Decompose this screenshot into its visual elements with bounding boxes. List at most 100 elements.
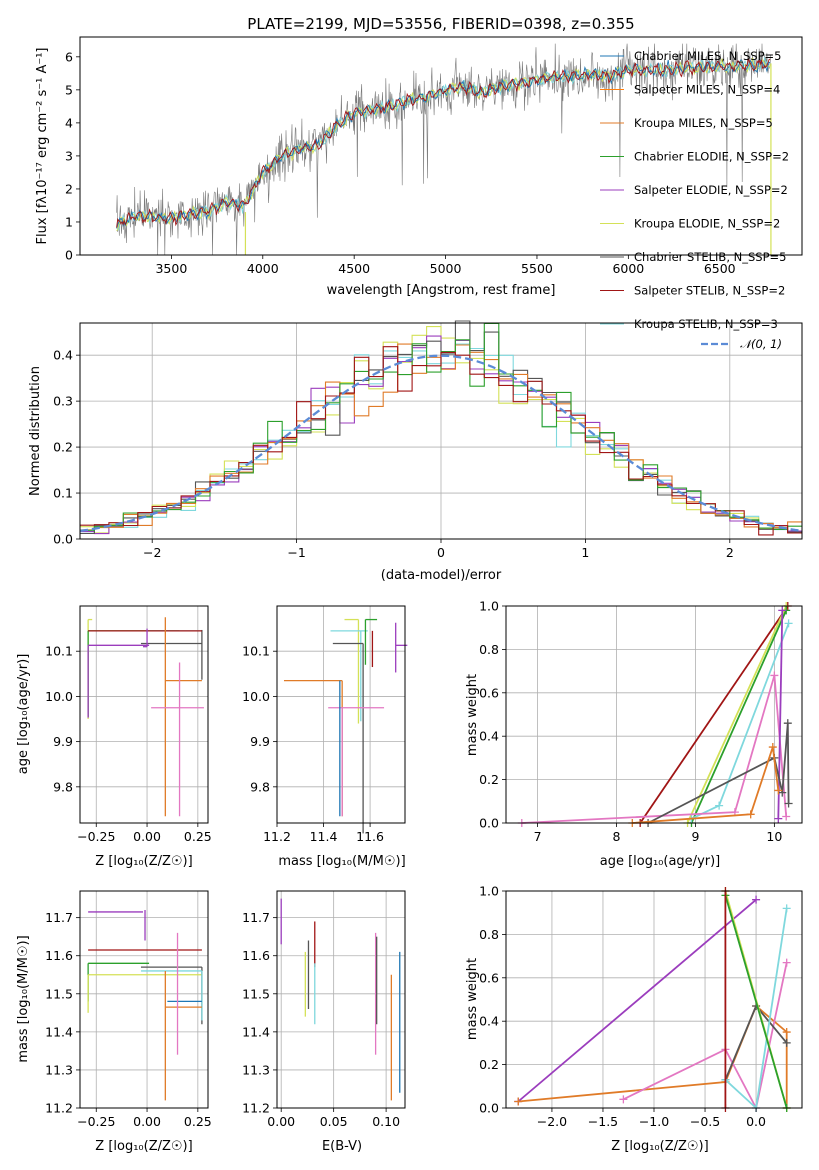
tick-group: 0.00 0.05 0.10 11.2 11.3 11.4 11.5 11.6 11.7: [242, 910, 400, 1129]
age-weight-y-label: mass weight: [465, 674, 480, 756]
y-tick-label: 11.6: [45, 948, 73, 963]
weight-point-marker: [715, 801, 724, 810]
legend-label: Chabrier MILES, N_SSP=5: [634, 49, 781, 63]
series-group: [517, 602, 793, 827]
y-tick-label: 11.2: [45, 1101, 73, 1116]
z-mass-y-label: mass [log₁₀(M/M☉)]: [16, 935, 31, 1062]
weight-series-line: [639, 605, 789, 824]
errorbar-group: [283, 618, 408, 834]
x-tick-label: 0.00: [133, 1114, 161, 1129]
grid-group: [277, 891, 405, 1109]
axes-frame: [79, 605, 209, 824]
y-tick-label: 9.9: [250, 734, 270, 749]
weight-point-marker: [746, 810, 755, 819]
y-tick-label: 0.0: [479, 1101, 499, 1116]
weight-series-line: [724, 895, 788, 1109]
spectrum-axes-frame: [79, 36, 803, 256]
legend-label: Kroupa ELODIE, N_SSP=2: [634, 217, 780, 231]
axes-frame: [276, 605, 406, 824]
weight-point-marker: [782, 958, 791, 967]
spectrum-y-label: Flux [fλ10⁻¹⁷ erg cm⁻² s⁻¹ A⁻¹]: [35, 48, 50, 245]
y-tick-label: 2: [65, 181, 73, 196]
x-tick-label: −0.25: [77, 829, 115, 844]
y-tick-label: 11.7: [45, 910, 73, 925]
residual-x-label: (data-model)/error: [381, 568, 502, 583]
weight-point-marker: [784, 619, 793, 628]
axes-frame: [276, 890, 406, 1109]
grid-group: [506, 890, 802, 1109]
x-tick-label: 1: [581, 545, 589, 560]
ebv-mass-x-label: E(B-V): [322, 1139, 362, 1154]
x-tick-label: 0.25: [184, 1114, 212, 1129]
y-tick-label: 11.3: [45, 1062, 73, 1077]
y-tick-label: 0.2: [479, 772, 499, 787]
residual-panel: −2 −1 0 1 2 0.0 0.1 0.2 0.3 0.4 (data-model)/erro…: [28, 320, 803, 583]
y-tick-label: 10.1: [242, 644, 270, 659]
legend-label: Salpeter STELIB, N_SSP=2: [634, 284, 785, 298]
z-weight-panel: −2.0 −1.5 −1.0 −0.5 0.0 0.0 0.2 0.4 0.6 0.8 1.0 Z …: [465, 884, 803, 1154]
y-tick-label: 11.6: [242, 948, 270, 963]
x-tick-label: 8: [613, 829, 621, 844]
z-age-x-label: Z [log₁₀(Z/Z☉)]: [95, 854, 192, 869]
y-tick-label: 0.2: [479, 1057, 499, 1072]
tick-group: 7 8 9 10 0.0 0.2 0.4 0.6 0.8 1.0: [479, 599, 782, 845]
weight-point-marker: [783, 719, 792, 728]
y-tick-label: 0.2: [53, 440, 73, 455]
tick-group: 11.2 11.4 11.6 9.8 9.9 10.0 10.1: [242, 644, 384, 844]
x-tick-label: 11.6: [356, 829, 384, 844]
x-tick-label: −1: [287, 545, 305, 560]
y-tick-label: 0: [65, 248, 73, 263]
x-tick-label: 11.4: [310, 829, 338, 844]
weight-point-marker: [782, 812, 791, 821]
y-tick-label: 11.2: [242, 1101, 270, 1116]
ebv-mass-panel: 0.00 0.05 0.10 11.2 11.3 11.4 11.5 11.6 11.7 E(B…: [242, 890, 406, 1154]
y-tick-label: 6: [65, 49, 73, 64]
x-tick-label: 6000: [612, 261, 644, 276]
y-tick-label: 10.0: [242, 689, 270, 704]
hist-kroupa-elodie: [80, 326, 802, 534]
weight-point-marker: [782, 904, 791, 913]
y-tick-label: 11.4: [45, 1024, 73, 1039]
x-tick-label: −2.0: [537, 1114, 567, 1129]
x-tick-label: −1.5: [588, 1114, 618, 1129]
weight-series-line: [777, 610, 784, 819]
y-tick-label: 1.0: [479, 884, 499, 899]
tick-group: −2.0 −1.5 −1.0 −0.5 0.0 0.0 0.2 0.4 0.6 0.8 1.0: [479, 884, 766, 1130]
z-mass-x-label: Z [log₁₀(Z/Z☉)]: [95, 1139, 192, 1154]
errorbar-group: [87, 617, 204, 817]
y-tick-label: 0.1: [53, 486, 73, 501]
x-tick-label: 6500: [704, 261, 736, 276]
x-tick-label: 0.00: [267, 1114, 295, 1129]
x-tick-label: −2: [143, 545, 161, 560]
weight-series-line: [517, 899, 757, 1103]
y-tick-label: 0.6: [479, 685, 499, 700]
weight-point-marker: [619, 1095, 628, 1104]
x-tick-label: 0.25: [184, 829, 212, 844]
y-tick-label: 0.4: [479, 1014, 499, 1029]
y-tick-label: 1.0: [479, 599, 499, 614]
weight-point-marker: [784, 799, 793, 808]
grid-group: [80, 606, 208, 823]
z-weight-y-label: mass weight: [465, 958, 480, 1040]
y-tick-label: 0.6: [479, 970, 499, 985]
weight-series-line: [686, 605, 788, 824]
x-tick-label: 7: [534, 829, 542, 844]
x-tick-label: −0.5: [690, 1114, 720, 1129]
residual-histograms: [79, 320, 803, 536]
errorbar-group: [87, 910, 203, 1101]
x-tick-label: 4000: [247, 261, 279, 276]
normal-curve-line: [79, 354, 803, 533]
spectrum-title: PLATE=2199, MJD=53556, FIBERID=0398, z=0…: [247, 15, 634, 33]
x-tick-label: 0.00: [133, 829, 161, 844]
y-tick-label: 11.7: [242, 910, 270, 925]
y-tick-label: 11.4: [242, 1024, 270, 1039]
y-tick-label: 11.5: [242, 986, 270, 1001]
x-tick-label: 0.05: [320, 1114, 348, 1129]
y-tick-label: 0.3: [53, 394, 73, 409]
y-tick-label: 9.8: [250, 779, 270, 794]
x-tick-label: 4500: [338, 261, 370, 276]
legend-label: Kroupa STELIB, N_SSP=3: [634, 317, 778, 331]
residual-y-label: Normed distribution: [28, 366, 43, 496]
series-group: [514, 887, 791, 1112]
x-tick-label: 3500: [155, 261, 187, 276]
